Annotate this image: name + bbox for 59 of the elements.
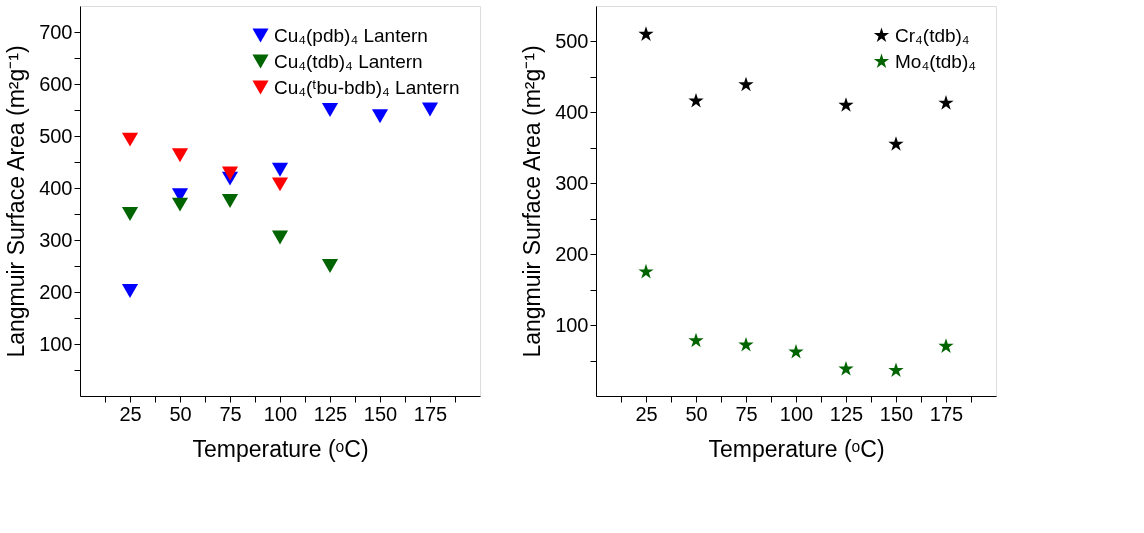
y-axis-title: Langmuir Surface Area (m²g⁻¹) <box>3 45 30 358</box>
y-tick-label: 600 <box>39 72 73 95</box>
x-axis-title: Temperature (ᵒC) <box>192 435 369 462</box>
x-tick-label: 125 <box>313 402 348 425</box>
point <box>638 26 654 41</box>
x-tick-label: 100 <box>263 402 298 425</box>
y-tick-label: 300 <box>555 171 589 194</box>
point <box>738 336 754 352</box>
x-tick-label: 50 <box>685 402 708 425</box>
x-tick-label: 125 <box>829 402 864 425</box>
y-tick-label: 400 <box>39 176 73 199</box>
y-tick-label: 300 <box>39 228 73 251</box>
point <box>121 132 139 147</box>
legend-label: Cr₄(tdb)₄ <box>895 24 970 46</box>
x-tick-label: 100 <box>779 402 814 425</box>
x-tick-label: 150 <box>363 402 398 425</box>
x-tick-label: 75 <box>219 402 242 425</box>
point <box>838 97 854 112</box>
point <box>221 166 239 181</box>
y-tick-label: 100 <box>555 313 589 336</box>
x-axis-title: Temperature (ᵒC) <box>708 435 885 462</box>
point <box>221 194 239 208</box>
x-tick-label: 175 <box>929 402 964 425</box>
x-tick-label: 25 <box>635 402 658 425</box>
point <box>371 109 389 124</box>
point <box>688 332 704 348</box>
y-tick-label: 400 <box>555 100 589 123</box>
x-tick-label: 75 <box>735 402 758 425</box>
y-tick-label: 200 <box>555 242 589 265</box>
point <box>638 263 654 279</box>
legend-label: Cu₄(pdb)₄ Lantern <box>274 24 428 46</box>
y-tick-label: 200 <box>39 280 73 303</box>
point <box>271 177 289 192</box>
x-tick-label: 175 <box>413 402 448 425</box>
point <box>171 197 189 212</box>
legend-label: Cu₄(ᵗbu-bdb)₄ Lantern <box>274 76 460 98</box>
x-tick-label: 50 <box>169 402 192 425</box>
point <box>271 162 289 177</box>
x-tick-label: 150 <box>879 402 914 425</box>
y-tick-label: 500 <box>39 124 73 147</box>
point <box>421 102 439 117</box>
y-axis-title: Langmuir Surface Area (m²g⁻¹) <box>519 45 546 358</box>
legend-label: Cu₄(tdb)₄ Lantern <box>274 50 423 72</box>
point <box>121 283 139 298</box>
x-tick-label: 25 <box>119 402 142 425</box>
y-tick-label: 700 <box>39 20 73 43</box>
point <box>938 95 954 110</box>
point <box>271 230 289 245</box>
point <box>738 76 754 92</box>
point <box>171 148 189 163</box>
point <box>121 207 139 221</box>
y-tick-label: 100 <box>39 332 73 355</box>
point <box>938 338 954 353</box>
point <box>888 136 904 151</box>
point <box>321 259 339 273</box>
point <box>321 103 339 117</box>
legend-label: Mo₄(tdb)₄ <box>895 50 977 72</box>
y-tick-label: 500 <box>555 29 589 52</box>
point <box>888 362 904 377</box>
